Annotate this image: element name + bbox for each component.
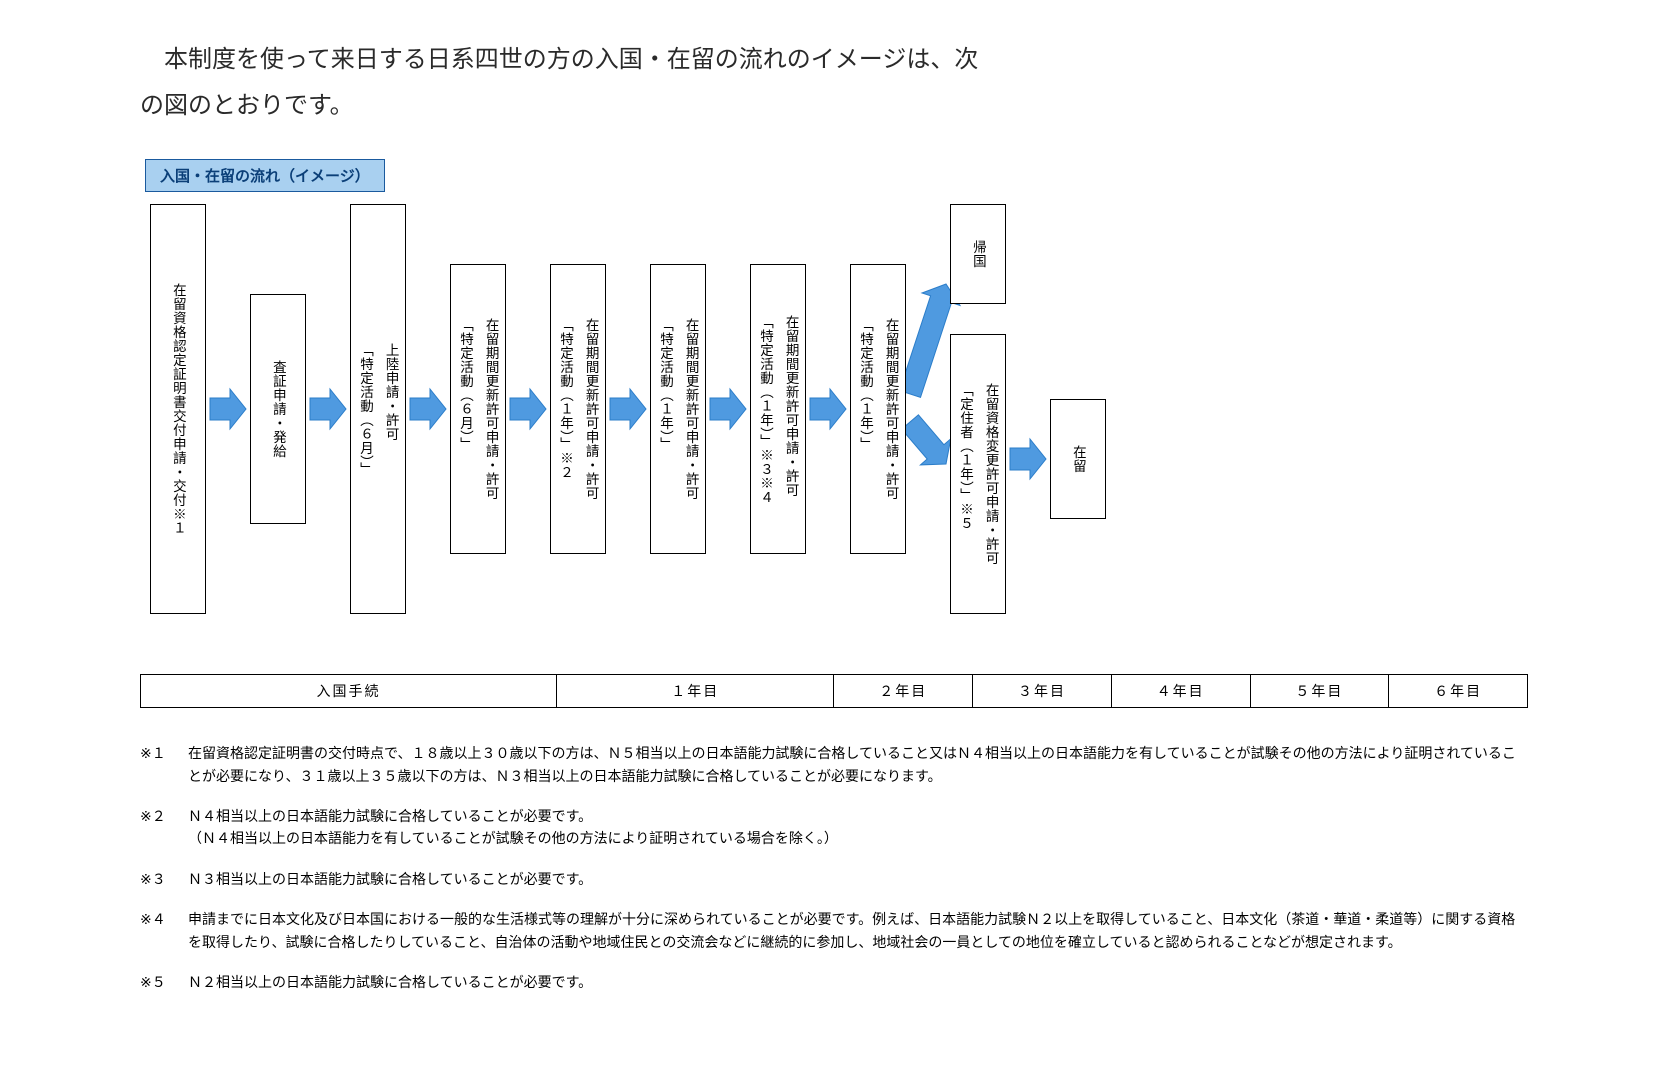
flow-arrow-icon <box>610 389 646 429</box>
flow-box-b2: 査証申請・発給 <box>250 294 306 524</box>
timeline-cell: ２年目 <box>834 675 973 708</box>
flow-box-text: 在留 <box>1065 445 1091 473</box>
document-page: 本制度を使って来日する日系四世の方の入国・在留の流れのイメージは、次 の図のとお… <box>0 0 1668 1090</box>
flow-box-b8: 在留期間更新許可申請・許可 「特定活動（１年）」 <box>850 264 906 554</box>
flow-arrow-icon <box>410 389 446 429</box>
footnote-body: Ｎ４相当以上の日本語能力試験に合格していることが必要です。 （Ｎ４相当以上の日本… <box>188 805 1528 850</box>
footnotes-section: ※１在留資格認定証明書の交付時点で、１８歳以上３０歳以下の方は、Ｎ５相当以上の日… <box>140 742 1528 993</box>
flow-box-text: 上陸申請・許可 「特定活動（６月）」 <box>352 343 403 476</box>
flow-diagram: 在留資格認定証明書交付申請・交付※１ 査証申請・発給 上陸申請・許可 「特定活動（６… <box>140 204 1528 664</box>
footnote-label: ※２ <box>140 805 188 850</box>
flow-box-b6: 在留期間更新許可申請・許可 「特定活動（１年）」 <box>650 264 706 554</box>
footnote-body: 申請までに日本文化及び日本国における一般的な生活様式等の理解が十分に深められてい… <box>188 908 1528 953</box>
flow-box-b4: 在留期間更新許可申請・許可 「特定活動（６月）」 <box>450 264 506 554</box>
flow-box-b1: 在留資格認定証明書交付申請・交付※１ <box>150 204 206 614</box>
timeline-cell: 入国手続 <box>141 675 557 708</box>
flow-arrows-svg <box>140 204 1528 664</box>
flow-box-b9a: 帰国 <box>950 204 1006 304</box>
footnote-label: ※１ <box>140 742 188 787</box>
flow-box-b9b: 在留資格変更許可申請・許可 「定住者（１年）」※５ <box>950 334 1006 614</box>
timeline-cell: １年目 <box>557 675 834 708</box>
timeline-cell: ６年目 <box>1389 675 1528 708</box>
footnote-body: 在留資格認定証明書の交付時点で、１８歳以上３０歳以下の方は、Ｎ５相当以上の日本語… <box>188 742 1528 787</box>
flow-arrow-icon <box>1010 439 1046 479</box>
flow-box-text: 在留期間更新許可申請・許可 「特定活動（６月）」 <box>452 318 503 500</box>
flow-box-text: 在留期間更新許可申請・許可 「特定活動（１年）」 <box>852 318 903 500</box>
flow-box-text: 帰国 <box>965 240 991 268</box>
intro-paragraph: 本制度を使って来日する日系四世の方の入国・在留の流れのイメージは、次 の図のとお… <box>140 38 1528 129</box>
timeline-row: 入国手続１年目２年目３年目４年目５年目６年目 <box>141 675 1528 708</box>
flow-box-b10: 在留 <box>1050 399 1106 519</box>
flow-box-b5: 在留期間更新許可申請・許可 「特定活動（１年）」※２ <box>550 264 606 554</box>
footnote-label: ※４ <box>140 908 188 953</box>
timeline-cell: ３年目 <box>973 675 1112 708</box>
section-label: 入国・在留の流れ（イメージ） <box>145 159 385 192</box>
footnote-row: ※１在留資格認定証明書の交付時点で、１８歳以上３０歳以下の方は、Ｎ５相当以上の日… <box>140 742 1528 787</box>
flow-box-b7: 在留期間更新許可申請・許可 「特定活動（１年）」※３※４ <box>750 264 806 554</box>
flow-arrow-icon <box>510 389 546 429</box>
flow-box-text: 在留期間更新許可申請・許可 「特定活動（１年）」 <box>652 318 703 500</box>
footnote-row: ※４申請までに日本文化及び日本国における一般的な生活様式等の理解が十分に深められ… <box>140 908 1528 953</box>
footnote-body: Ｎ３相当以上の日本語能力試験に合格していることが必要です。 <box>188 868 1528 890</box>
flow-arrow-icon <box>210 389 246 429</box>
flow-box-text: 在留期間更新許可申請・許可 「特定活動（１年）」※２ <box>552 318 603 500</box>
flow-box-text: 査証申請・発給 <box>265 360 291 458</box>
timeline-cell: ４年目 <box>1111 675 1250 708</box>
footnote-row: ※３Ｎ３相当以上の日本語能力試験に合格していることが必要です。 <box>140 868 1528 890</box>
footnote-body: Ｎ２相当以上の日本語能力試験に合格していることが必要です。 <box>188 971 1528 993</box>
flow-arrow-icon <box>710 389 746 429</box>
flow-arrow-icon <box>902 415 951 465</box>
intro-line-1: 本制度を使って来日する日系四世の方の入国・在留の流れのイメージは、次 <box>140 47 978 73</box>
flow-box-text: 在留資格認定証明書交付申請・交付※１ <box>165 283 191 535</box>
flow-box-text: 在留資格変更許可申請・許可 「定住者（１年）」※５ <box>952 383 1003 565</box>
flow-box-text: 在留期間更新許可申請・許可 「特定活動（１年）」※３※４ <box>752 315 803 504</box>
footnote-label: ※５ <box>140 971 188 993</box>
footnote-row: ※５Ｎ２相当以上の日本語能力試験に合格していることが必要です。 <box>140 971 1528 993</box>
timeline-table: 入国手続１年目２年目３年目４年目５年目６年目 <box>140 674 1528 708</box>
footnote-row: ※２Ｎ４相当以上の日本語能力試験に合格していることが必要です。 （Ｎ４相当以上の… <box>140 805 1528 850</box>
flow-arrow-icon <box>310 389 346 429</box>
intro-line-2: の図のとおりです。 <box>140 93 354 119</box>
timeline-cell: ５年目 <box>1250 675 1389 708</box>
footnote-label: ※３ <box>140 868 188 890</box>
flow-arrow-icon <box>810 389 846 429</box>
flow-box-b3: 上陸申請・許可 「特定活動（６月）」 <box>350 204 406 614</box>
